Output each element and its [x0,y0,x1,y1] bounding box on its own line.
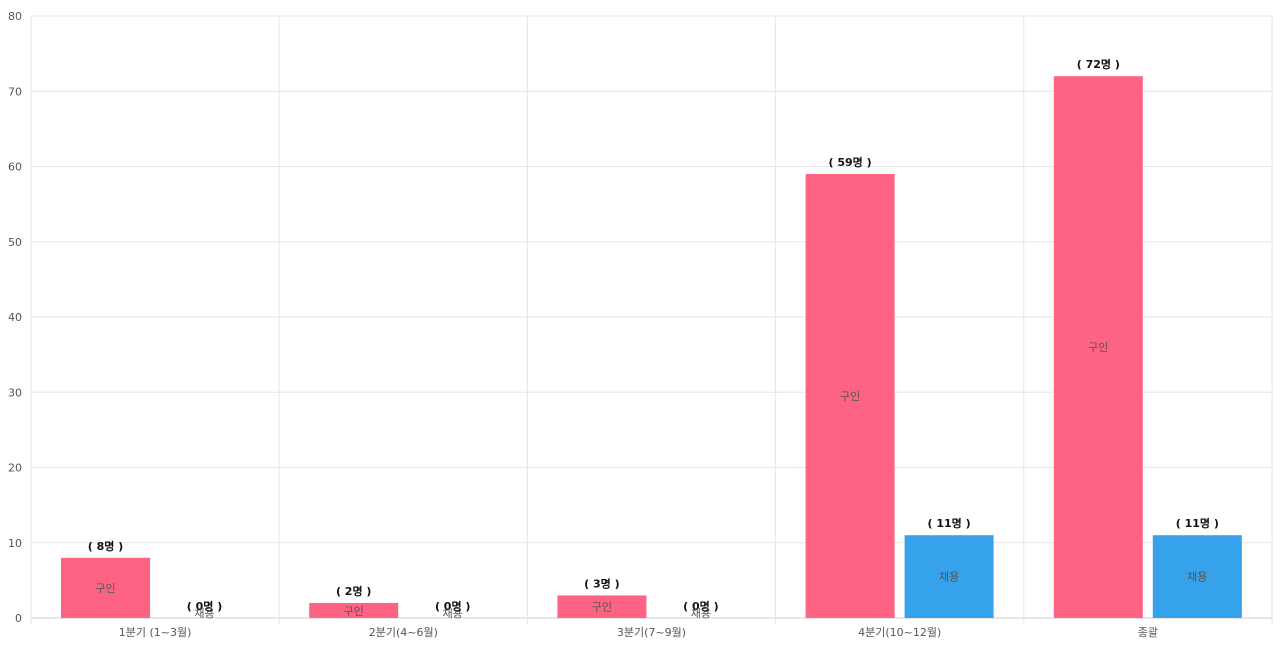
bar-series-label: 구인 [95,582,115,595]
bar-recruit [1053,76,1143,618]
y-tick-label: 30 [8,386,22,399]
y-tick-label: 40 [8,311,22,324]
bar-recruit [557,595,647,618]
bar-series-label: 채용 [939,571,959,584]
data-label: ( 11명 ) [928,516,971,530]
y-tick-label: 60 [8,161,22,174]
bar-recruit [805,174,895,618]
bar-series-label: 채용 [443,607,463,620]
bar-series-label: 구인 [344,605,364,618]
x-tick-label: 4분기(10~12월) [858,626,941,639]
data-label: ( 59명 ) [829,155,872,169]
y-tick-label: 10 [8,537,22,550]
data-label: ( 72명 ) [1077,57,1120,71]
y-tick-label: 70 [8,85,22,98]
bar-recruit [61,557,150,618]
bar-hire [904,535,994,618]
x-tick-label: 1분기 (1~3월) [119,626,192,639]
data-label: ( 8명 ) [88,539,124,553]
bar-series-label: 구인 [592,601,612,614]
y-tick-label: 80 [8,10,22,23]
data-label: ( 2명 ) [336,584,372,598]
data-label: ( 0명 ) [435,599,471,613]
data-label: ( 11명 ) [1176,516,1219,530]
bar-series-label: 채용 [691,607,711,620]
bar-recruit [309,602,399,618]
data-label: ( 3명 ) [584,576,620,590]
data-label: ( 0명 ) [683,599,719,613]
bar-series-label: 구인 [1088,341,1108,354]
bar-hire [1152,535,1242,618]
y-tick-label: 0 [15,612,22,625]
bar-series-label: 채용 [194,607,214,620]
bar-series-label: 구인 [840,390,860,403]
data-label: ( 0명 ) [187,599,223,613]
y-tick-label: 20 [8,462,22,475]
x-tick-label: 2분기(4~6월) [369,626,438,639]
x-tick-label: 종괄 [1138,626,1158,639]
bar-series-label: 채용 [1187,571,1207,584]
y-tick-label: 50 [8,236,22,249]
x-tick-label: 3분기(7~9월) [617,626,686,639]
